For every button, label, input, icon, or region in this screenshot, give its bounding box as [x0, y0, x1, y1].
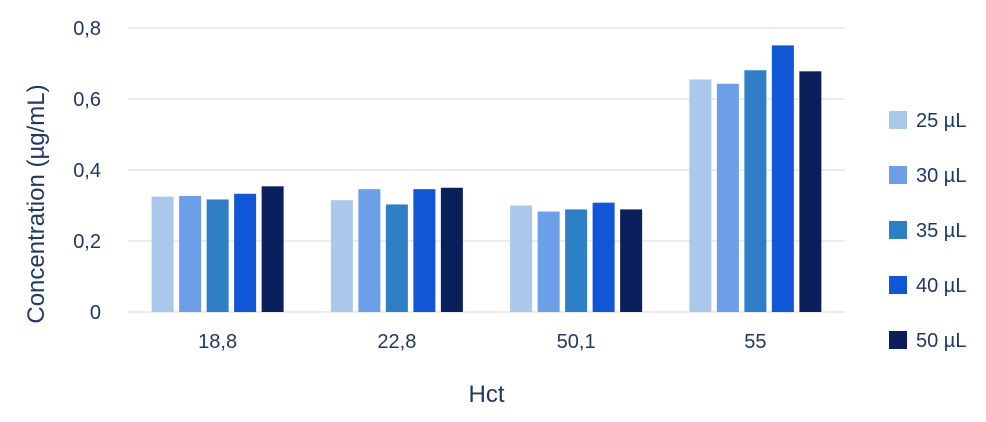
- bar: [771, 45, 794, 313]
- bar: [620, 209, 643, 312]
- y-tick-label: 0,2: [73, 231, 101, 253]
- bar: [716, 83, 739, 312]
- bar: [689, 79, 712, 312]
- bar: [234, 193, 257, 312]
- legend-label: 30 µL: [916, 165, 966, 187]
- legend-label: 35 µL: [916, 220, 966, 242]
- bar: [744, 70, 767, 313]
- y-tick-label: 0: [90, 302, 101, 324]
- x-category-label: 55: [744, 331, 766, 353]
- bar: [330, 200, 353, 312]
- legend-swatch: [889, 331, 907, 349]
- bar: [440, 187, 463, 312]
- bar: [385, 204, 408, 312]
- bar: [179, 195, 202, 312]
- bar: [413, 189, 436, 312]
- bar: [510, 205, 533, 312]
- bar: [799, 71, 822, 312]
- bar: [206, 199, 229, 312]
- legend-label: 40 µL: [916, 275, 966, 297]
- legend-swatch: [889, 166, 907, 184]
- bar: [358, 189, 381, 312]
- legend-swatch: [889, 111, 907, 129]
- bars: [151, 45, 822, 313]
- y-axis-ticks: 0 0,2 0,4 0,6 0,8: [73, 18, 101, 324]
- legend-label: 25 µL: [916, 110, 966, 132]
- y-axis-title: Concentration (µg/mL): [23, 84, 50, 323]
- x-axis-categories: 18,8 22,8 50,1 55: [198, 331, 766, 353]
- x-category-label: 18,8: [198, 331, 237, 353]
- bar: [537, 211, 560, 312]
- y-tick-label: 0,6: [73, 89, 101, 111]
- bar: [565, 209, 588, 312]
- bar: [151, 196, 174, 312]
- x-category-label: 50,1: [557, 331, 596, 353]
- bar: [261, 186, 284, 312]
- y-tick-label: 0,4: [73, 160, 101, 182]
- x-axis-title: Hct: [469, 381, 505, 408]
- bar: [592, 202, 615, 312]
- legend-swatch: [889, 276, 907, 294]
- legend-label: 50 µL: [916, 330, 966, 352]
- legend-swatch: [889, 221, 907, 239]
- legend: 25 µL 30 µL 35 µL 40 µL 50 µL: [889, 110, 966, 352]
- x-category-label: 22,8: [377, 331, 416, 353]
- y-tick-label: 0,8: [73, 18, 101, 40]
